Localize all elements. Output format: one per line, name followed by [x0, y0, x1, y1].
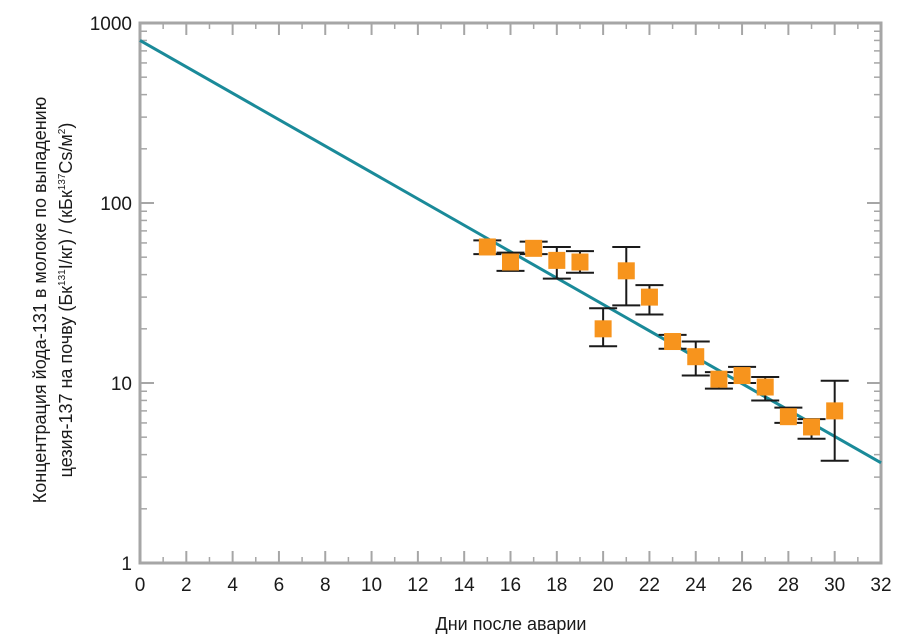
x-tick-label: 26 [731, 575, 752, 596]
data-point [502, 253, 519, 271]
y-axis-title-part3: Cs/м [56, 134, 76, 173]
data-point [664, 333, 682, 351]
y-axis-title-line2: цезия-137 на почву (Бк131I/кг) / (кБк137… [56, 123, 76, 478]
x-tick-label: 28 [778, 575, 799, 596]
y-axis-title-part1: цезия-137 на почву (Бк [56, 286, 76, 477]
y-axis-title-part4: ) [56, 123, 76, 129]
x-tick-label: 4 [227, 575, 238, 596]
x-tick-label: 6 [274, 575, 285, 596]
data-point [779, 408, 797, 426]
x-tick-label: 24 [685, 575, 707, 596]
y-tick-label: 10 [111, 374, 132, 395]
x-axis-title: Дни после аварии [436, 614, 587, 634]
data-point [710, 370, 728, 388]
y-tick-label: 1000 [90, 14, 132, 35]
y-ticks: 1 10 100 1000 [90, 14, 881, 575]
error-bar [820, 379, 849, 462]
data-points [478, 238, 844, 436]
y-tick-label: 1 [121, 554, 132, 575]
data-point [687, 348, 705, 366]
data-point [525, 239, 543, 257]
data-point [756, 378, 774, 396]
x-tick-label: 8 [320, 575, 331, 596]
data-point [478, 238, 496, 256]
x-tick-label: 32 [870, 575, 891, 596]
data-point [640, 288, 658, 306]
y-axis-title-line1: Концентрация йода-131 в молоке по выпаде… [30, 97, 50, 503]
x-ticks: 0 2 4 6 8 10 12 14 16 18 20 22 24 26 28 30 32 [135, 23, 892, 596]
y-axis-title-sup3: 2 [57, 128, 68, 134]
y-tick-label: 100 [100, 194, 132, 215]
x-tick-label: 0 [135, 575, 146, 596]
x-tick-label: 16 [500, 575, 521, 596]
x-tick-label: 18 [546, 575, 567, 596]
x-tick-label: 12 [407, 575, 428, 596]
y-axis-title-sup2: 137 [57, 173, 68, 190]
data-point [571, 253, 589, 271]
y-axis-title-part2: I/кг) / (кБк [56, 190, 76, 269]
y-axis-title-sup1: 131 [57, 269, 68, 286]
data-point [803, 418, 821, 436]
data-point [617, 262, 635, 280]
x-tick-label: 14 [454, 575, 476, 596]
x-tick-label: 20 [593, 575, 614, 596]
x-tick-label: 10 [361, 575, 382, 596]
error-bars [473, 239, 849, 462]
x-tick-label: 2 [181, 575, 192, 596]
data-point [733, 367, 751, 385]
x-tick-label: 30 [824, 575, 845, 596]
data-point [826, 402, 844, 420]
data-point [548, 251, 566, 269]
data-point [594, 320, 612, 338]
x-tick-label: 22 [639, 575, 660, 596]
